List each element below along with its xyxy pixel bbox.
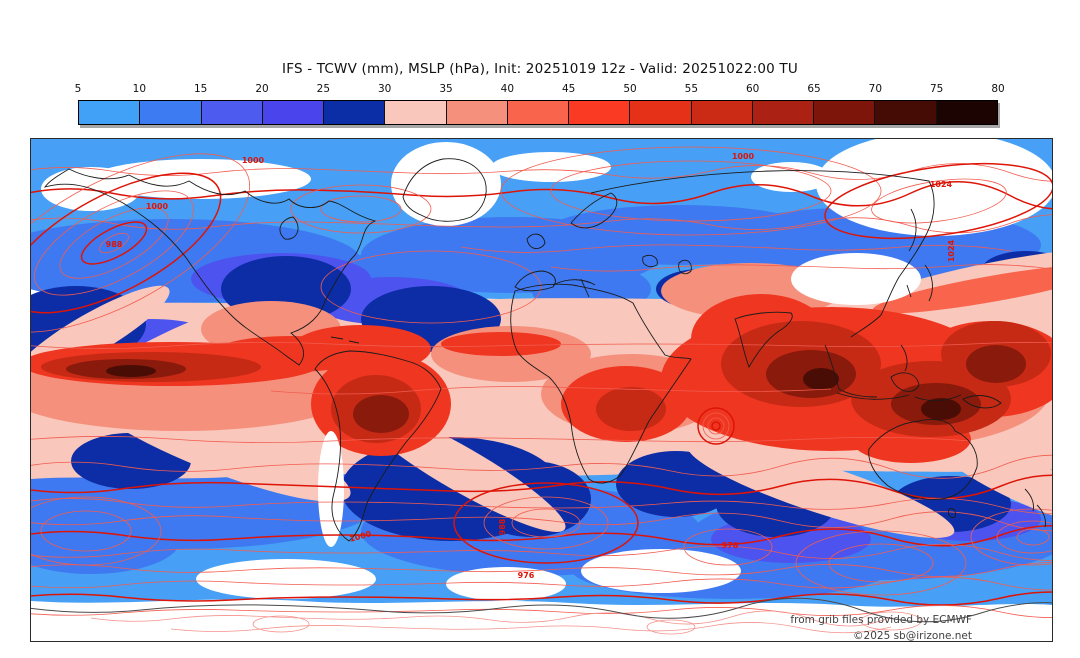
world-map: 1000 1000 1024 988 988 976 976 1000 1024…	[30, 138, 1053, 642]
colorbar-segment	[262, 101, 325, 124]
colorbar-tick-label: 35	[439, 83, 453, 95]
colorbar-segment	[140, 101, 202, 124]
colorbar-segment	[446, 101, 508, 124]
colorbar-tick-label: 40	[500, 83, 515, 95]
colorbar-tick-label: 80	[991, 83, 1005, 95]
colorbar-segment	[79, 101, 141, 124]
contour-label: 1024	[947, 239, 956, 262]
attribution-copyright: ©2025 sb@irizone.net	[853, 630, 972, 641]
colorbar-tick-label: 5	[74, 83, 82, 95]
map-svg: 1000 1000 1024 988 988 976 976 1000 1024…	[31, 139, 1052, 641]
colorbar-segment	[630, 101, 692, 124]
tropical-cyclone-contours	[697, 407, 735, 445]
attribution: from grib files provided by ECMWF ©2025 …	[790, 614, 972, 641]
north-pacific-low-contours	[31, 153, 251, 333]
colorbar-ticks: 5 10 15 20 25 30 35 40 45 50 55 60 65 70 75 80	[74, 83, 1005, 97]
colorbar-tick-label: 60	[745, 83, 760, 95]
contour-label: 1024	[930, 180, 953, 189]
contour-labels: 1000 1000 1024 988 988 976 976 1000 1024…	[106, 152, 956, 580]
colorbar-segments	[78, 100, 998, 125]
contour-label: 976	[518, 571, 535, 580]
colorbar-segment	[875, 101, 937, 124]
colorbar-segment	[507, 101, 570, 124]
colorbar-tick-label: 75	[929, 83, 944, 95]
contour-label: 988	[498, 518, 507, 535]
colorbar-segment	[752, 101, 815, 124]
colorbar-tick-label: 20	[255, 83, 269, 95]
colorbar-segment	[691, 101, 753, 124]
figure-title: IFS - TCWV (mm), MSLP (hPa), Init: 20251…	[282, 61, 798, 77]
coastlines	[31, 158, 1052, 623]
colorbar-segment	[324, 101, 386, 124]
colorbar-tick-label: 45	[561, 83, 576, 95]
colorbar-tick-label: 70	[868, 83, 883, 95]
colorbar-tick-label: 50	[623, 83, 637, 95]
colorbar-tick-label: 10	[132, 83, 147, 95]
colorbar-tick-label: 15	[193, 83, 208, 95]
tcwv-field	[31, 139, 1052, 641]
colorbar-tick-label: 30	[377, 83, 392, 95]
colorbar-segment	[385, 101, 447, 124]
contour-label: 1000	[146, 202, 169, 211]
colorbar-tick-label: 55	[684, 83, 699, 95]
mslp-contours	[31, 146, 1052, 635]
colorbar-segment	[569, 101, 631, 124]
contour-label: 976	[722, 541, 739, 550]
attribution-source: from grib files provided by ECMWF	[790, 614, 972, 626]
colorbar-segment	[936, 101, 997, 124]
contour-label: 1000	[242, 156, 265, 165]
colorbar-segment	[201, 101, 263, 124]
colorbar-tick-label: 65	[807, 83, 821, 95]
contour-label: 988	[106, 240, 123, 249]
colorbar-tick-label: 25	[316, 83, 331, 95]
colorbar-segment	[814, 101, 876, 124]
contour-label: 1000	[732, 152, 755, 161]
